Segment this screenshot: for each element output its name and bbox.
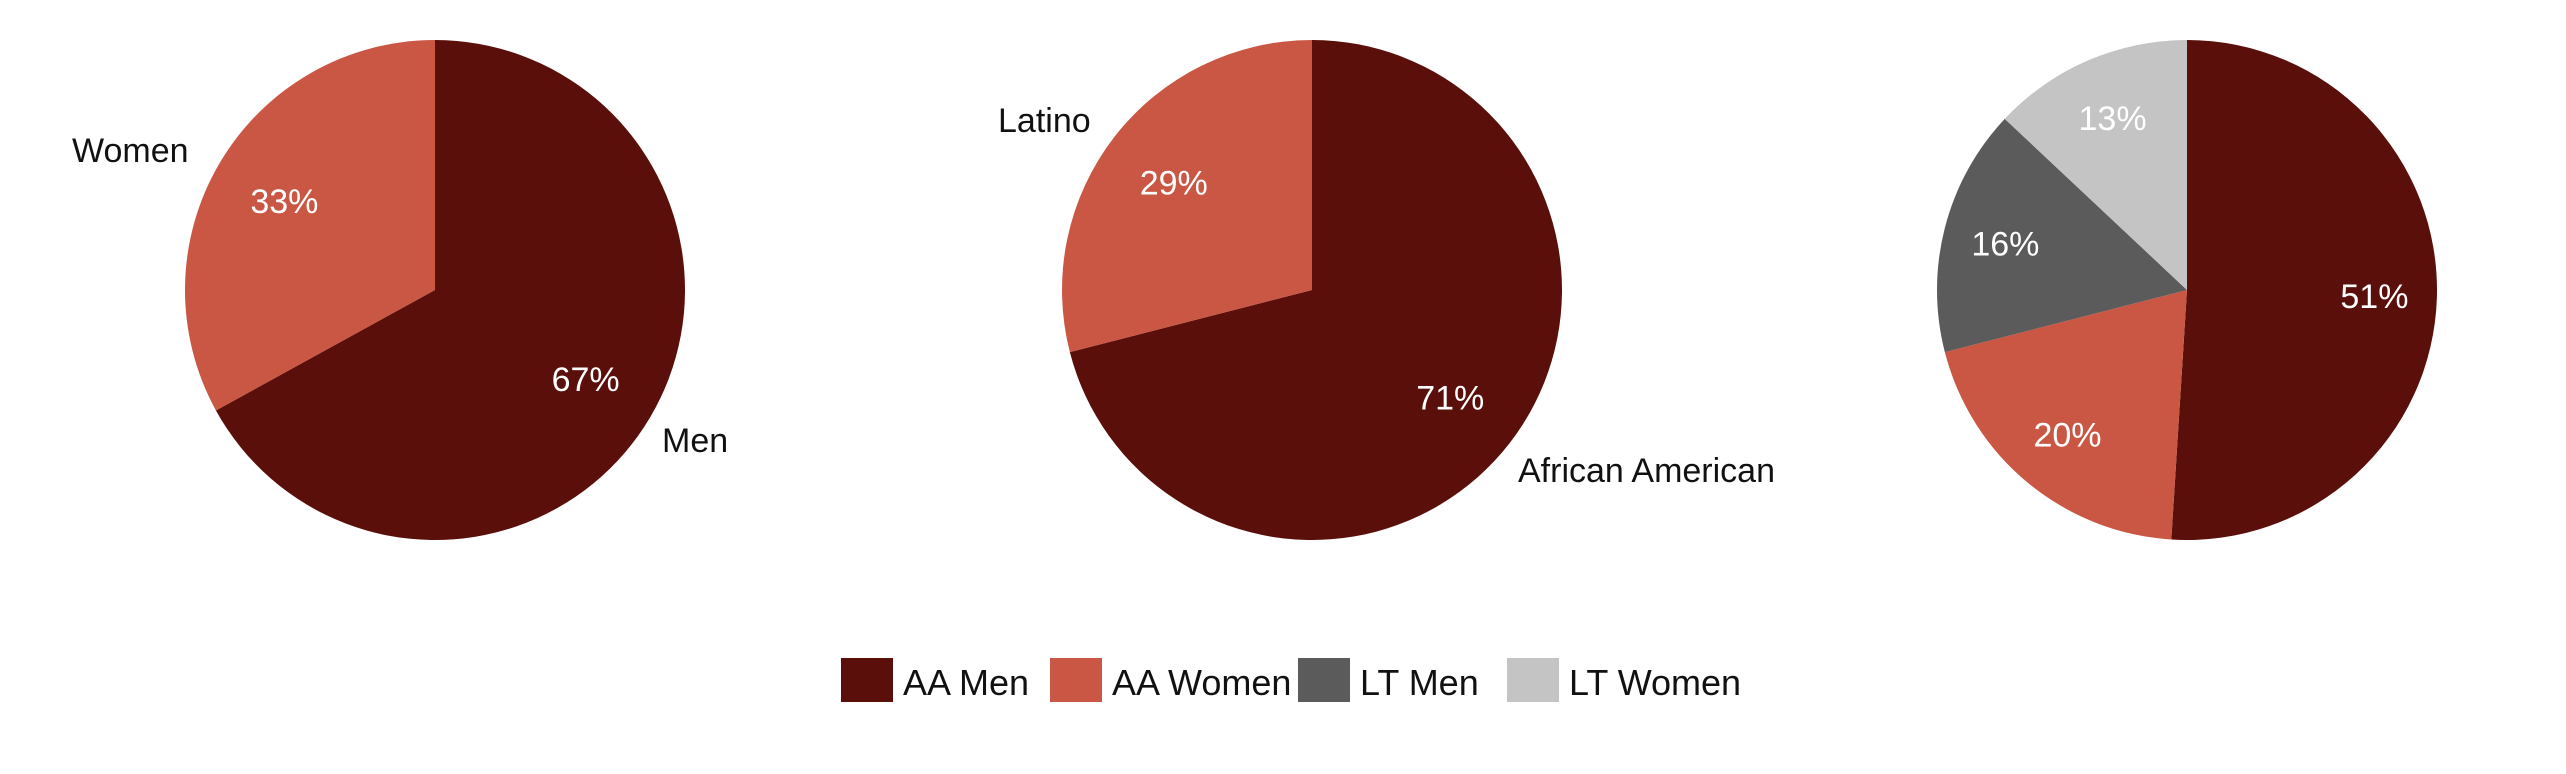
pie-ethnicity-label-african-american: African American (1518, 452, 1775, 490)
pie-gender-value-label: 67% (552, 361, 620, 399)
pie-gender-label-men: Men (662, 422, 728, 460)
pie-combined-slice-aa-women (1944, 290, 2187, 540)
pie-combined-slice-lt-men (1937, 118, 2187, 353)
pie-ethnicity-label-latino: Latino (998, 102, 1091, 140)
pie-ethnicity-value-label: 29% (1140, 165, 1208, 203)
legend-label: LT Men (1360, 662, 1479, 703)
pie-ethnicity-slice-african-american (1069, 40, 1563, 540)
legend-label: AA Women (1112, 662, 1291, 703)
legend-swatch (1507, 658, 1559, 702)
legend-label: LT Women (1569, 662, 1741, 703)
pie-ethnicity: 71% 29% (1062, 40, 1563, 540)
legend-swatch (1298, 658, 1350, 702)
pie-combined: 51% 20% 16% 13% (1937, 40, 2438, 540)
legend-label: AA Men (903, 662, 1029, 703)
pie-combined-value-label: 16% (1971, 225, 2039, 263)
pie-combined-value-label: 13% (2079, 100, 2147, 138)
pie-ethnicity-slice-latino (1062, 40, 1312, 353)
pie-gender: 67% 33% (184, 40, 686, 540)
legend-swatch (841, 658, 893, 702)
pie-gender-label-women: Women (72, 132, 189, 170)
pie-combined-value-label: 51% (2340, 278, 2408, 316)
pie-ethnicity-value-label: 71% (1416, 379, 1484, 417)
pie-gender-slice-women (184, 40, 435, 411)
pie-gender-value-label: 33% (250, 183, 318, 221)
legend: AA Men AA Women LT Men LT Women (841, 658, 1741, 703)
pie-combined-value-label: 20% (2033, 416, 2101, 454)
pie-gender-slice-men (215, 40, 686, 540)
pie-combined-slice-lt-women (2004, 40, 2187, 290)
pie-combined-slice-aa-men (2171, 40, 2438, 540)
legend-swatch (1050, 658, 1102, 702)
